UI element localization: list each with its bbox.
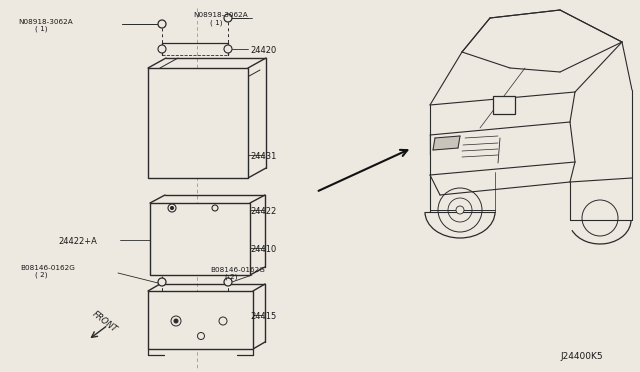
Text: 24415: 24415 bbox=[250, 312, 276, 321]
Bar bbox=[150, 203, 250, 275]
Text: FRONT: FRONT bbox=[91, 310, 119, 334]
Circle shape bbox=[212, 205, 218, 211]
Circle shape bbox=[158, 45, 166, 53]
Circle shape bbox=[224, 278, 232, 286]
Text: 24431: 24431 bbox=[250, 152, 276, 161]
Circle shape bbox=[170, 206, 173, 209]
Circle shape bbox=[168, 204, 176, 212]
Polygon shape bbox=[433, 136, 460, 150]
Text: 24422: 24422 bbox=[250, 207, 276, 216]
Circle shape bbox=[224, 14, 232, 22]
Text: J24400K5: J24400K5 bbox=[560, 352, 603, 361]
Circle shape bbox=[198, 333, 205, 340]
Circle shape bbox=[158, 20, 166, 28]
Text: 24420: 24420 bbox=[250, 46, 276, 55]
Bar bbox=[148, 291, 253, 349]
Bar bbox=[148, 68, 248, 178]
Bar bbox=[493, 96, 515, 114]
Text: ( 1): ( 1) bbox=[210, 19, 223, 26]
Text: ( 1): ( 1) bbox=[35, 26, 47, 32]
Text: B08146-0162G: B08146-0162G bbox=[20, 265, 75, 271]
Text: ( 2): ( 2) bbox=[35, 272, 47, 279]
Text: ( 2): ( 2) bbox=[225, 274, 237, 280]
Text: B08146-0162G: B08146-0162G bbox=[210, 267, 265, 273]
Text: N08918-3062A: N08918-3062A bbox=[193, 12, 248, 18]
Circle shape bbox=[456, 206, 464, 214]
Circle shape bbox=[219, 317, 227, 325]
Circle shape bbox=[171, 316, 181, 326]
Circle shape bbox=[158, 278, 166, 286]
Circle shape bbox=[174, 319, 178, 323]
Circle shape bbox=[224, 45, 232, 53]
Text: 24422+A: 24422+A bbox=[58, 237, 97, 246]
Text: 24410: 24410 bbox=[250, 245, 276, 254]
Text: N08918-3062A: N08918-3062A bbox=[18, 19, 73, 25]
